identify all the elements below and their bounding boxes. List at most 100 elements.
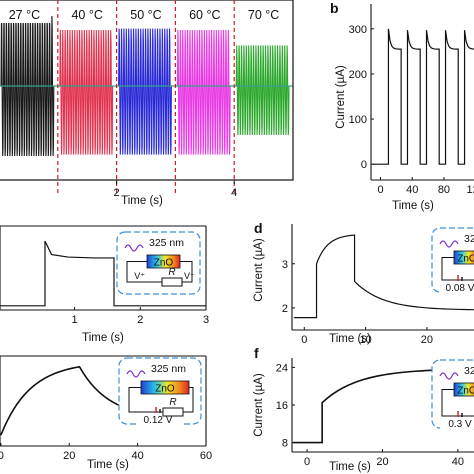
panel-b-label: b bbox=[330, 0, 339, 16]
panel-f-xtick-label-0: 0 bbox=[304, 456, 310, 468]
panel-d-current-line bbox=[293, 234, 474, 319]
panel-a-xtick-label-1: 4 bbox=[231, 187, 237, 199]
panel-c-xtick-label-0: 1 bbox=[72, 314, 78, 326]
panel-b-trace bbox=[372, 28, 474, 165]
panel-a-temp-label-1: 40 °C bbox=[71, 8, 102, 22]
panel-b-xlabel: Time (s) bbox=[392, 200, 434, 212]
panel-f-light-wave-icon bbox=[439, 372, 459, 380]
panel-f-ytick-label-1: 16 bbox=[276, 400, 288, 412]
panel-f-wavelength: 325 nm bbox=[464, 365, 474, 377]
panel-a-temp-label-4: 70 °C bbox=[248, 8, 279, 22]
panel-c-current-line bbox=[0, 240, 206, 307]
panel-f-label: f bbox=[254, 345, 259, 361]
panel-c-circuit-wire bbox=[126, 261, 193, 283]
panel-e: 0 20 40 60 325 nm ZnO 0.12 V R Time (s) bbox=[0, 355, 212, 471]
panel-c-xtick-label-2: 3 bbox=[203, 314, 209, 326]
panel-d-bias: 0.08 V bbox=[446, 283, 474, 294]
panel-f-inset: 325 nm ZnO 0.3 V bbox=[431, 359, 474, 430]
panel-d-ytick-label-0: 2 bbox=[282, 303, 288, 315]
panel-d-bias-bg bbox=[440, 281, 474, 293]
panel-a-trace-4 bbox=[235, 45, 290, 136]
panel-e-resistor bbox=[162, 407, 184, 417]
panel-f-xlabel: Time (s) bbox=[329, 461, 371, 473]
panel-e-xlabel: Time (s) bbox=[87, 459, 129, 471]
panel-e-xtick-label-3: 60 bbox=[200, 450, 212, 462]
panel-a-trace-1 bbox=[59, 29, 114, 155]
panel-c-resistor bbox=[161, 277, 183, 287]
panel-e-xtick-label-1: 20 bbox=[63, 450, 75, 462]
panel-d-xtick-label-2: 20 bbox=[421, 334, 433, 346]
panel-a-label-bg-3 bbox=[178, 4, 231, 23]
panel-a-label-bg-2 bbox=[120, 4, 172, 23]
panel-d-axes: 0 10 20 2 3 bbox=[282, 224, 474, 346]
panel-c-material: ZnO bbox=[154, 258, 174, 269]
panel-e-xtick-label-2: 40 bbox=[131, 450, 143, 462]
panel-d-wavelength: 325 nm bbox=[464, 233, 474, 245]
panel-b-xtick-label-0: 0 bbox=[377, 184, 383, 196]
panel-e-inset: 325 nm ZnO 0.12 V R bbox=[118, 357, 202, 426]
panel-b-xtick-label-3: 120 bbox=[466, 184, 474, 196]
panel-d-light-wave-icon bbox=[439, 240, 459, 248]
panel-f: f Current (µA) 0 20 40 8 16 24 325 nm ZnO 0.3 V… bbox=[253, 345, 474, 473]
panel-c-resistor-label: R bbox=[168, 267, 175, 278]
panel-b: b Current (µA) 0 40 80 120 0 100 200 300 Time (… bbox=[330, 0, 474, 212]
panel-e-light-wave-icon bbox=[126, 370, 146, 378]
panel-f-circuit-wire bbox=[441, 389, 474, 417]
panel-f-material: ZnO bbox=[457, 386, 474, 397]
panel-b-ytick-label-1: 100 bbox=[349, 114, 367, 126]
panel-d-xtick-label-1: 10 bbox=[359, 334, 371, 346]
panel-a-label-bg-1 bbox=[61, 4, 114, 23]
panel-e-material: ZnO bbox=[155, 384, 175, 395]
panel-b-current-line bbox=[372, 28, 474, 165]
panel-e-circuit-wire bbox=[128, 387, 194, 413]
panel-a-label-bg-4 bbox=[237, 4, 290, 23]
panel-d-label: d bbox=[254, 220, 263, 236]
panel-e-bias: 0.12 V bbox=[144, 415, 173, 426]
panel-c-xtick-label-1: 2 bbox=[137, 314, 143, 326]
panel-a-frame bbox=[0, 0, 294, 181]
panel-a-dividers bbox=[57, 0, 235, 194]
panel-a-xtick-label-0: 2 bbox=[114, 187, 120, 199]
panel-b-xtick-label-2: 80 bbox=[438, 184, 450, 196]
panel-d-material: ZnO bbox=[457, 254, 474, 265]
panel-f-xtick-label-1: 20 bbox=[376, 456, 388, 468]
panel-d-ytick-label-1: 3 bbox=[282, 259, 288, 271]
panel-d-trace bbox=[293, 234, 474, 319]
panel-c-wavelength: 325 nm bbox=[149, 237, 184, 249]
panel-d-ylabel: Current (µA) bbox=[253, 238, 265, 302]
panel-a-temp-label-3: 60 °C bbox=[189, 8, 220, 22]
panel-f-ytick-label-2: 24 bbox=[276, 362, 288, 374]
panel-f-axes: 0 20 40 8 16 24 bbox=[276, 358, 474, 468]
panel-c: 1 2 3 325 nm ZnO V⁺ V⁻ R Time (s) bbox=[0, 225, 209, 344]
panel-e-wavelength: 325 nm bbox=[151, 363, 186, 375]
panel-e-xtick-label-0: 0 bbox=[0, 450, 4, 462]
panel-b-xtick-label-1: 40 bbox=[406, 184, 418, 196]
panel-b-ytick-label-2: 200 bbox=[349, 69, 367, 81]
panel-f-ylabel: Current (µA) bbox=[253, 373, 265, 437]
panel-d-inset: 325 nm ZnO 0.08 V bbox=[431, 227, 474, 294]
panel-d-circuit-wire bbox=[441, 257, 474, 281]
panel-f-bias-bg bbox=[440, 417, 474, 429]
panel-c-left-label: V⁺ bbox=[134, 271, 145, 281]
panel-a-label-bg-0 bbox=[0, 4, 51, 23]
panel-c-inset: 325 nm ZnO V⁺ V⁻ R bbox=[116, 231, 201, 295]
panel-d: d Current (µA) 0 10 20 2 3 325 nm ZnO 0.08 V T… bbox=[253, 220, 474, 346]
panel-d-xlabel: Time (s) bbox=[329, 333, 371, 345]
panel-b-ylabel: Current (µA) bbox=[335, 65, 347, 129]
panel-a-temp-label-0: 27 °C bbox=[9, 8, 40, 22]
panel-b-axes: 0 40 80 120 0 100 200 300 bbox=[349, 4, 474, 196]
panel-a-xlabel: Time (s) bbox=[121, 195, 163, 207]
panel-b-ytick-label-3: 300 bbox=[349, 24, 367, 36]
panel-a-temp-label-2: 50 °C bbox=[130, 8, 161, 22]
panel-a-temperature-labels: 27 °C 40 °C 50 °C 60 °C 70 °C bbox=[0, 4, 290, 23]
panel-f-inset-frame bbox=[431, 359, 474, 429]
panel-b-ytick-label-0: 0 bbox=[361, 159, 367, 171]
panel-a-trace-2 bbox=[118, 28, 172, 155]
panel-f-xtick-label-2: 40 bbox=[452, 456, 464, 468]
panel-c-right-label: V⁻ bbox=[184, 271, 195, 281]
panel-c-axes: 1 2 3 bbox=[0, 225, 209, 326]
panel-e-resistor-label: R bbox=[169, 397, 176, 408]
panel-f-bias: 0.3 V bbox=[448, 419, 472, 430]
